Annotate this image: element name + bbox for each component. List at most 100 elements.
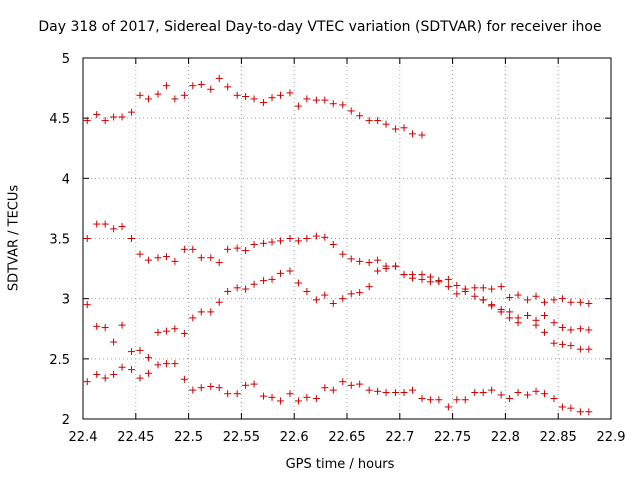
data-point (567, 298, 575, 306)
data-point (347, 107, 355, 115)
data-point (471, 284, 479, 292)
data-point (276, 237, 284, 245)
data-point (250, 280, 258, 288)
data-point (260, 239, 268, 247)
data-point (93, 111, 101, 119)
data-point (532, 387, 540, 395)
data-point (110, 370, 118, 378)
data-point (426, 278, 434, 286)
data-point (233, 91, 241, 99)
data-point (162, 360, 170, 368)
data-point (347, 290, 355, 298)
data-point (532, 292, 540, 300)
data-point (506, 395, 514, 403)
data-point (312, 232, 320, 240)
axis-ticks (82, 57, 612, 420)
data-point (224, 245, 232, 253)
y-tick-label: 5 (62, 52, 70, 67)
data-point (276, 397, 284, 405)
data-point (471, 389, 479, 397)
data-point (400, 124, 408, 132)
data-point (339, 101, 347, 109)
data-point (356, 380, 364, 388)
data-point (400, 271, 408, 279)
data-point (514, 291, 522, 299)
x-tick-label: 22.85 (540, 430, 577, 445)
data-point (242, 247, 250, 255)
data-point (497, 391, 505, 399)
y-tick-label: 4 (62, 172, 70, 187)
data-point (506, 308, 514, 316)
data-point (339, 250, 347, 258)
data-point (585, 326, 593, 334)
data-point (461, 287, 469, 295)
data-point (110, 113, 118, 121)
data-point (136, 250, 144, 258)
data-point (400, 389, 408, 397)
data-point (585, 345, 593, 353)
data-point (93, 322, 101, 330)
data-point (408, 130, 416, 138)
data-point (197, 80, 205, 88)
y-tick-labels: 2 2.5 3 3.5 4 4.5 5 (49, 52, 70, 428)
data-point (567, 404, 575, 412)
data-point (118, 113, 126, 121)
data-point (479, 284, 487, 292)
data-point (558, 340, 566, 348)
data-point (101, 324, 109, 332)
data-point (453, 281, 461, 289)
data-point (136, 346, 144, 354)
data-point (154, 90, 162, 98)
data-point (233, 390, 241, 398)
data-point (329, 386, 337, 394)
data-point (418, 395, 426, 403)
data-point (215, 298, 223, 306)
data-point (303, 287, 311, 295)
data-point (444, 403, 452, 411)
data-point (426, 396, 434, 404)
data-point (514, 389, 522, 397)
data-point (207, 383, 215, 391)
data-point (189, 245, 197, 253)
x-tick-label: 22.6 (280, 430, 309, 445)
data-point (506, 314, 514, 322)
data-point (128, 348, 136, 356)
data-point (329, 241, 337, 249)
data-point (558, 295, 566, 303)
data-point (550, 319, 558, 327)
data-point (118, 363, 126, 371)
data-point (576, 408, 584, 416)
data-point (382, 120, 390, 128)
data-point (444, 275, 452, 283)
chart-title: Day 318 of 2017, Sidereal Day-to-day VTE… (38, 19, 602, 35)
data-point (347, 381, 355, 389)
data-point (276, 269, 284, 277)
data-point (83, 301, 91, 309)
data-point (558, 324, 566, 332)
data-point (392, 125, 400, 133)
data-point (418, 131, 426, 139)
data-point (506, 293, 514, 301)
data-point (215, 259, 223, 267)
data-point (136, 374, 144, 382)
data-point (444, 283, 452, 291)
data-point (576, 345, 584, 353)
x-tick-label: 22.75 (434, 430, 471, 445)
data-point (294, 279, 302, 287)
data-point (540, 390, 548, 398)
data-point (303, 95, 311, 103)
x-tick-label: 22.7 (385, 430, 414, 445)
data-point (171, 257, 179, 265)
data-point (567, 342, 575, 350)
data-point (329, 100, 337, 108)
data-point (321, 96, 329, 104)
y-tick-label: 2.5 (49, 353, 70, 368)
x-tick-label: 22.9 (597, 430, 626, 445)
data-point (435, 278, 443, 286)
data-point (453, 396, 461, 404)
data-point (171, 95, 179, 103)
data-point (83, 378, 91, 386)
data-point (286, 390, 294, 398)
data-point (392, 262, 400, 270)
grid-lines (83, 58, 611, 419)
